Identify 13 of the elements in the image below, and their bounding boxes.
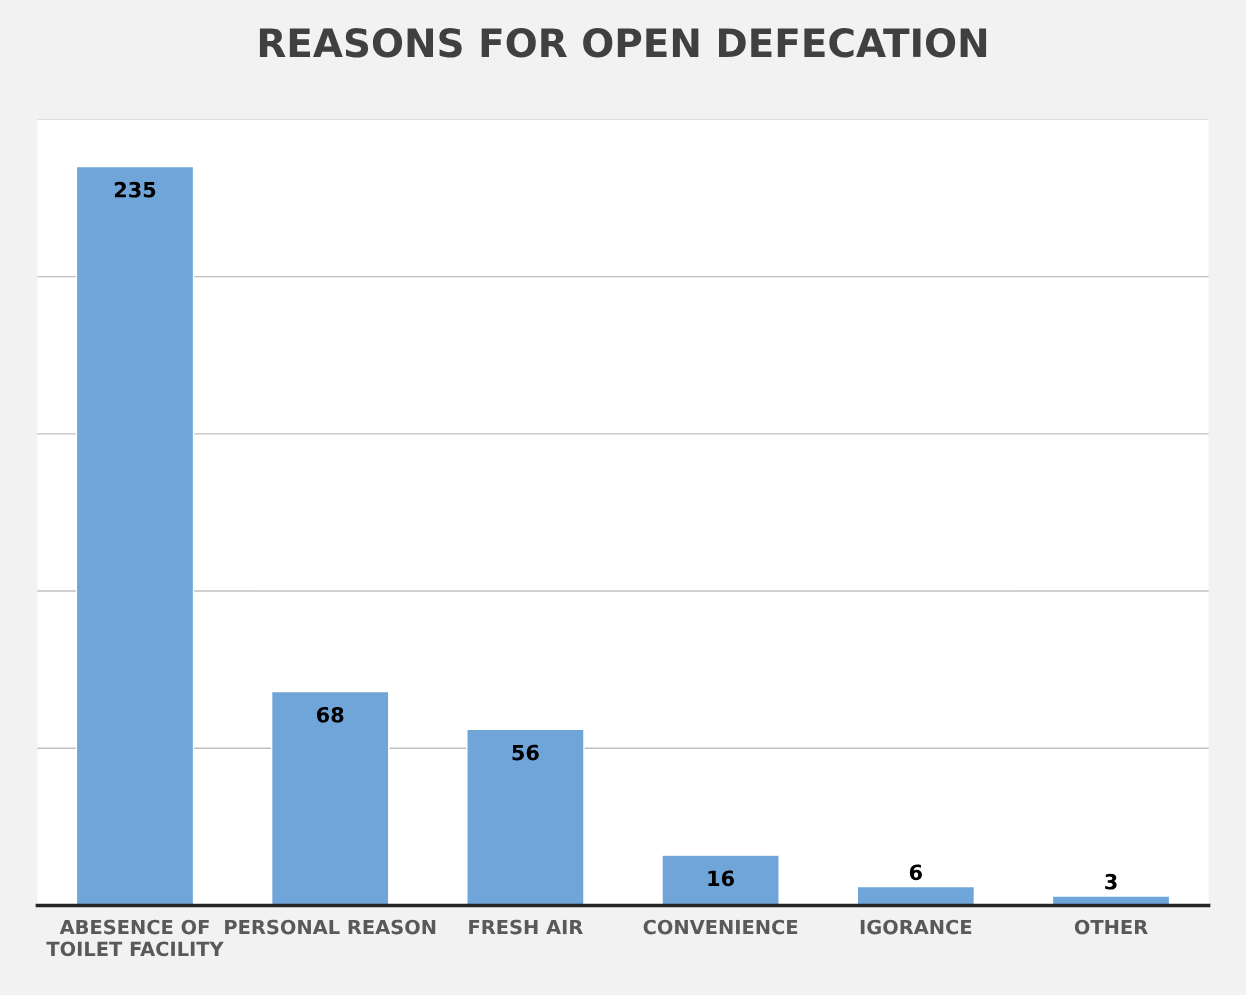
- data-label: 235: [114, 181, 156, 198]
- data-label: 6: [909, 864, 922, 881]
- x-tick-label: OTHER: [1074, 919, 1148, 935]
- data-label: 3: [1105, 873, 1117, 890]
- data-label: 16: [708, 870, 734, 887]
- data-label: 56: [512, 744, 539, 761]
- x-tick-label: FRESH AIR: [469, 919, 583, 935]
- x-tick-label: PERSONAL REASON: [225, 919, 436, 935]
- data-label: 68: [316, 706, 344, 723]
- x-tick-label: ABESENCE OF TOILET FACILITY: [46, 919, 224, 957]
- chart-title: REASONS FOR OPEN DEFECATION: [259, 28, 987, 58]
- x-tick-label: CONVENIENCE: [643, 919, 798, 935]
- x-tick-label: IGORANCE: [860, 919, 972, 935]
